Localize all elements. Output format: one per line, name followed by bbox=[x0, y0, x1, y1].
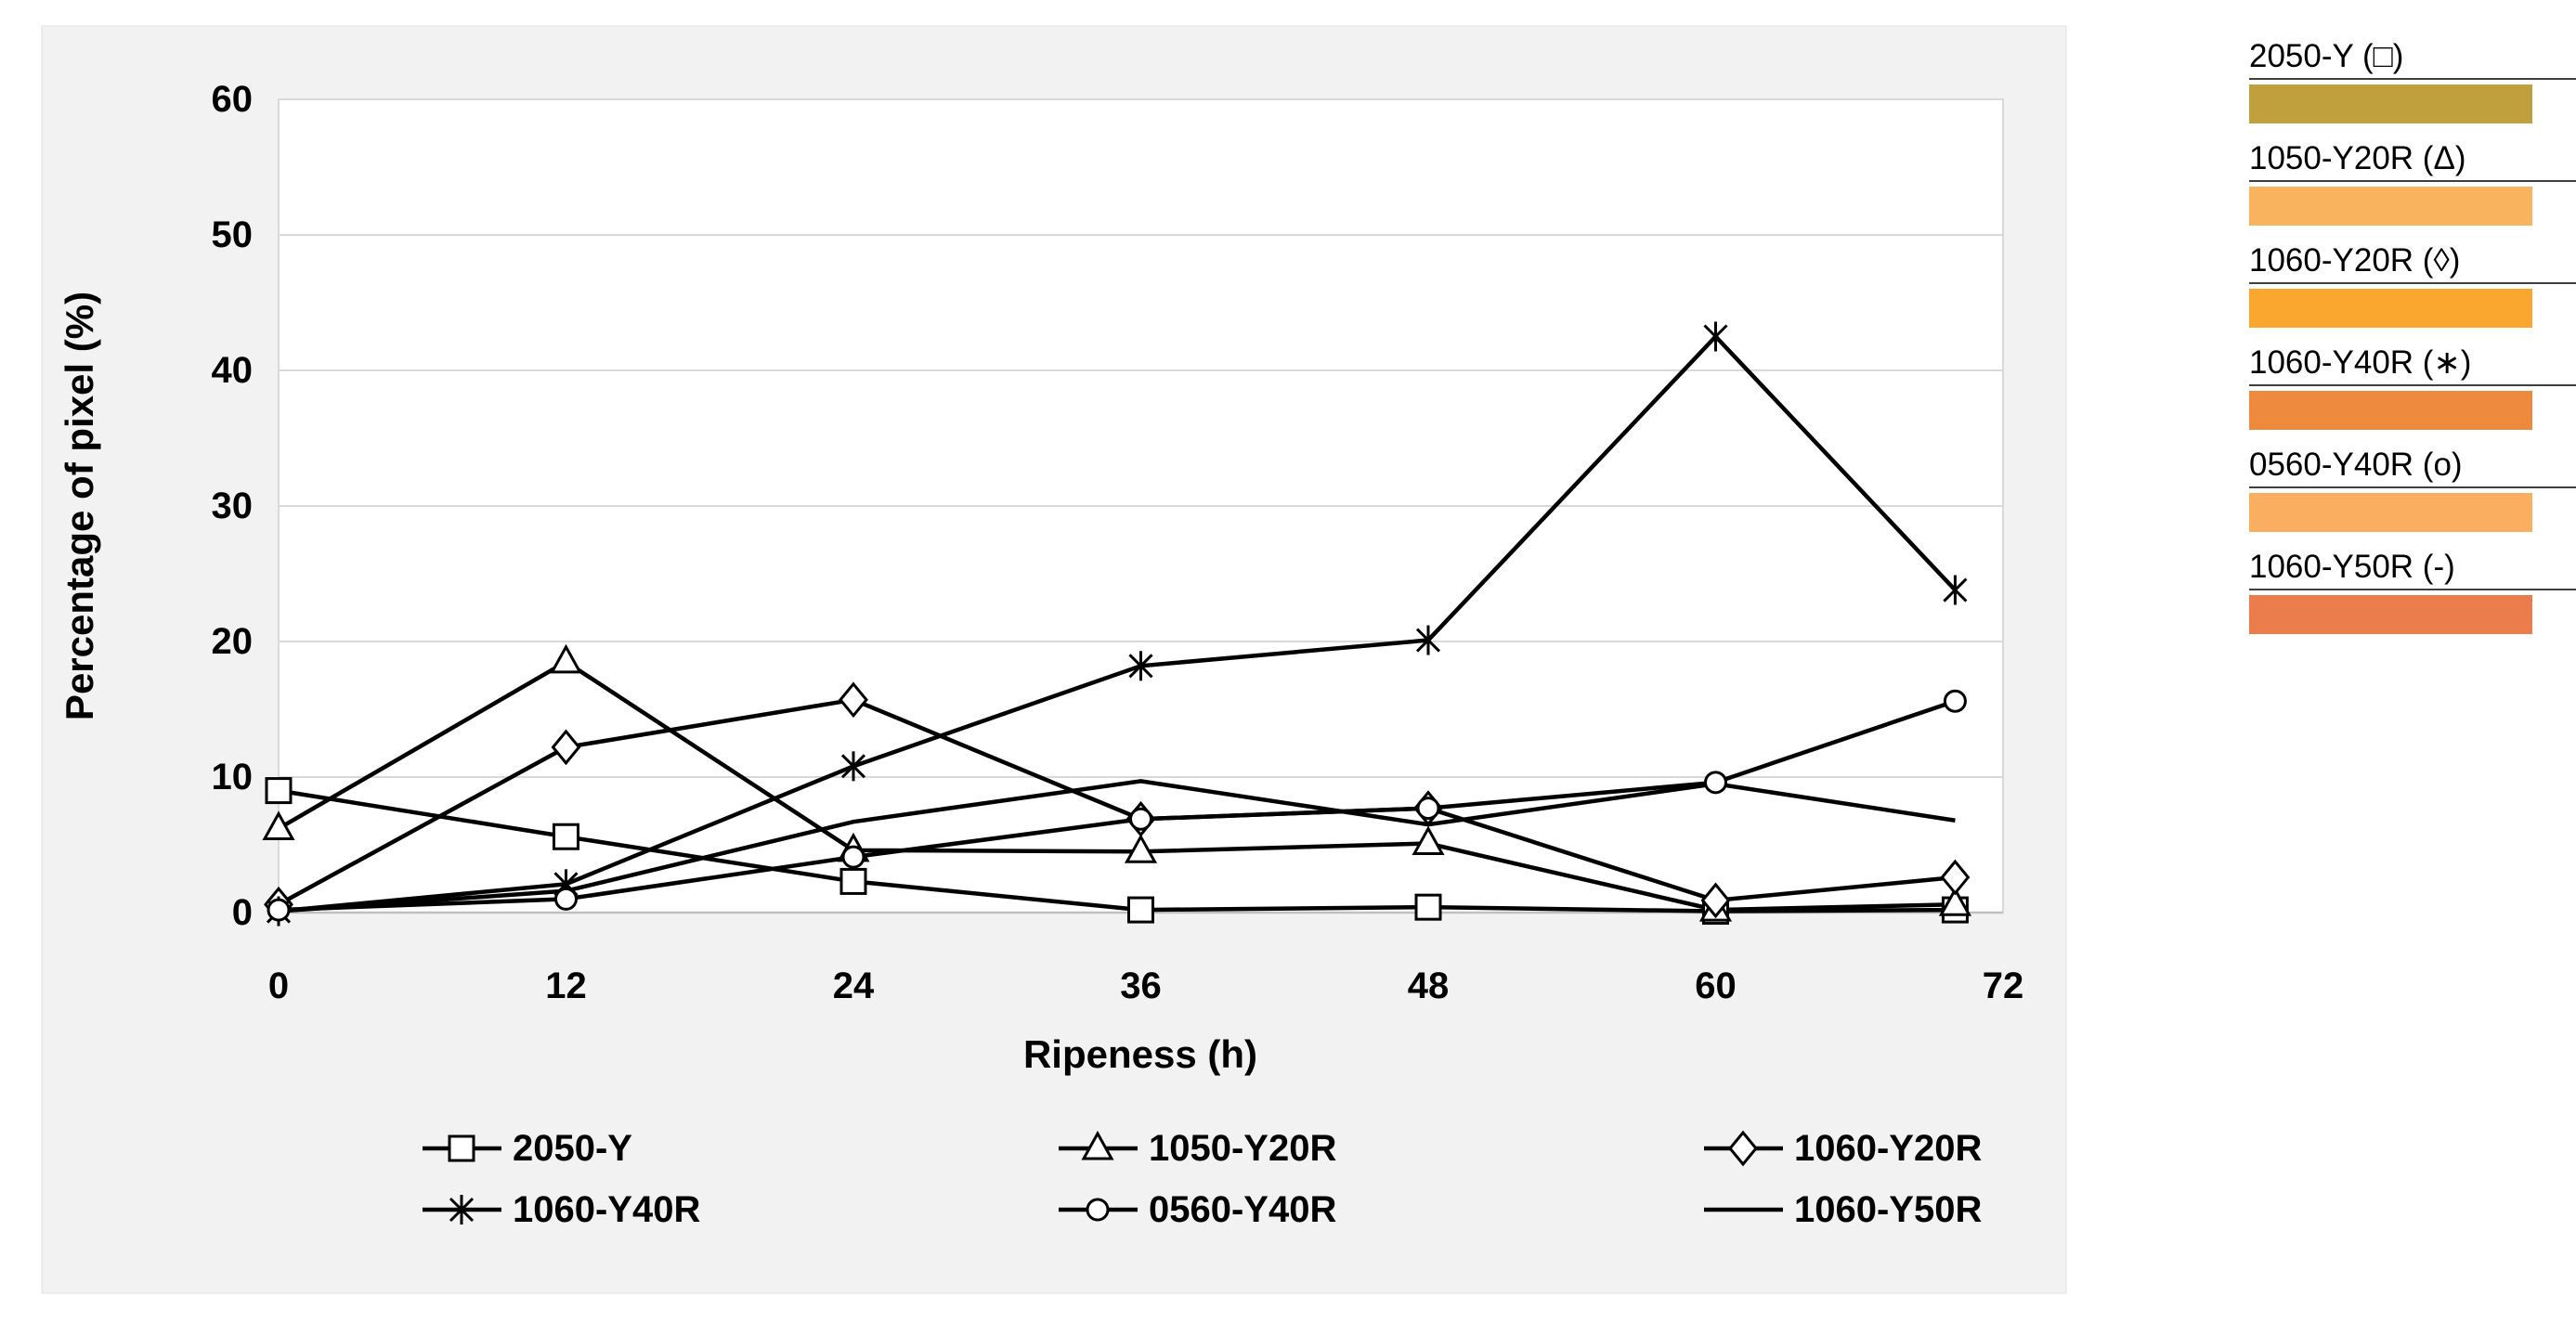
diamond-marker bbox=[1728, 1130, 1758, 1167]
x-tick-label: 72 bbox=[1983, 966, 2024, 1006]
color-legend: 2050-Y (□) 1050-Y20R (Δ) 1060-Y20R (◊) 1060… bbox=[2249, 35, 2576, 648]
tick-labels: 0 10 20 30 40 50 60 0 12 24 36 48 60 72 bbox=[212, 79, 2024, 1006]
y-tick-label: 60 bbox=[212, 79, 254, 120]
legend-item-1060-Y50R: 1060-Y50R bbox=[1704, 1189, 1982, 1230]
color-swatch bbox=[2249, 391, 2532, 430]
square-marker bbox=[553, 823, 579, 850]
legend-item-1060-Y20R: 1060-Y20R bbox=[1704, 1128, 1982, 1169]
diamond-marker bbox=[1940, 859, 1971, 896]
legend-item-label: 1060-Y50R bbox=[1794, 1189, 1982, 1230]
color-legend-entry: 0560-Y40R (o) bbox=[2249, 444, 2576, 532]
chart-legend: 2050-Y 1050-Y20R 1060-Y20R 1060-Y40R 0560-Y4… bbox=[423, 1128, 1982, 1230]
triangle-marker bbox=[1081, 1130, 1114, 1160]
color-swatch bbox=[2249, 84, 2532, 123]
square-marker bbox=[448, 1134, 475, 1162]
asterisk-marker bbox=[840, 751, 866, 782]
color-legend-entry: 1060-Y40R (∗) bbox=[2249, 342, 2576, 430]
color-swatch bbox=[2249, 595, 2532, 634]
y-tick-label: 50 bbox=[212, 214, 254, 255]
y-tick-label: 20 bbox=[212, 621, 254, 662]
circle-marker bbox=[554, 887, 578, 911]
diamond-marker bbox=[839, 681, 868, 719]
triangle-marker bbox=[1938, 887, 1971, 916]
color-swatch bbox=[2249, 187, 2532, 226]
square-marker bbox=[265, 777, 293, 805]
asterisk-marker bbox=[1703, 321, 1728, 352]
x-tick-label: 48 bbox=[1408, 966, 1450, 1006]
series-lines bbox=[262, 321, 1971, 927]
circle-marker bbox=[841, 845, 865, 869]
color-legend-label: 2050-Y (□) bbox=[2249, 35, 2576, 80]
x-tick-label: 24 bbox=[833, 966, 875, 1006]
triangle-marker bbox=[549, 643, 583, 674]
asterisk-marker bbox=[1943, 575, 1968, 605]
legend-item-2050-Y: 2050-Y bbox=[423, 1128, 632, 1169]
square-marker bbox=[839, 867, 867, 895]
diamond-marker bbox=[1700, 882, 1731, 919]
color-legend-label: 0560-Y40R (o) bbox=[2249, 444, 2576, 488]
square-marker bbox=[1414, 893, 1442, 921]
color-legend-entry: 1060-Y50R (-) bbox=[2249, 546, 2576, 634]
asterisk-marker bbox=[449, 1195, 475, 1225]
color-swatch bbox=[2249, 493, 2532, 532]
x-tick-label: 0 bbox=[268, 966, 289, 1006]
legend-item-label: 1050-Y20R bbox=[1149, 1128, 1336, 1169]
y-tick-label: 30 bbox=[212, 486, 254, 526]
legend-item-label: 1060-Y40R bbox=[513, 1189, 700, 1230]
circle-marker bbox=[1943, 689, 1967, 713]
color-legend-entry: 2050-Y (□) bbox=[2249, 35, 2576, 123]
legend-item-label: 0560-Y40R bbox=[1149, 1189, 1336, 1230]
legend-item-1060-Y40R: 1060-Y40R bbox=[423, 1189, 700, 1230]
color-legend-entry: 1050-Y20R (Δ) bbox=[2249, 137, 2576, 226]
color-legend-label: 1050-Y20R (Δ) bbox=[2249, 137, 2576, 182]
y-tick-label: 40 bbox=[212, 350, 254, 391]
triangle-marker bbox=[262, 810, 295, 840]
gridlines bbox=[278, 98, 2003, 914]
triangle-marker bbox=[1124, 834, 1158, 863]
asterisk-marker bbox=[1128, 651, 1153, 681]
circle-marker bbox=[267, 898, 291, 922]
x-tick-label: 60 bbox=[1695, 966, 1737, 1006]
legend-item-1050-Y20R: 1050-Y20R bbox=[1059, 1128, 1336, 1169]
x-axis-title: Ripeness (h) bbox=[1023, 1032, 1257, 1076]
color-legend-label: 1060-Y20R (◊) bbox=[2249, 240, 2576, 284]
color-legend-entry: 1060-Y20R (◊) bbox=[2249, 240, 2576, 328]
diamond-marker bbox=[551, 729, 581, 766]
circle-marker bbox=[1416, 797, 1440, 821]
x-tick-label: 36 bbox=[1120, 966, 1162, 1006]
color-legend-label: 1060-Y40R (∗) bbox=[2249, 342, 2576, 386]
y-tick-label: 0 bbox=[232, 892, 253, 933]
circle-marker bbox=[1704, 771, 1727, 795]
legend-item-0560-Y40R: 0560-Y40R bbox=[1059, 1189, 1336, 1230]
series-markers-0560-Y40R bbox=[267, 689, 1967, 922]
square-marker bbox=[1127, 896, 1154, 924]
legend-item-label: 2050-Y bbox=[513, 1128, 632, 1169]
circle-marker bbox=[1086, 1198, 1110, 1222]
x-tick-label: 12 bbox=[545, 966, 587, 1006]
circle-marker bbox=[1129, 807, 1152, 831]
triangle-marker bbox=[1412, 825, 1445, 856]
legend-item-label: 1060-Y20R bbox=[1794, 1128, 1982, 1169]
y-tick-label: 10 bbox=[212, 757, 254, 797]
color-swatch bbox=[2249, 289, 2532, 328]
color-legend-label: 1060-Y50R (-) bbox=[2249, 546, 2576, 590]
asterisk-marker bbox=[1415, 625, 1441, 655]
y-axis-title: Percentage of pixel (%) bbox=[58, 292, 101, 720]
